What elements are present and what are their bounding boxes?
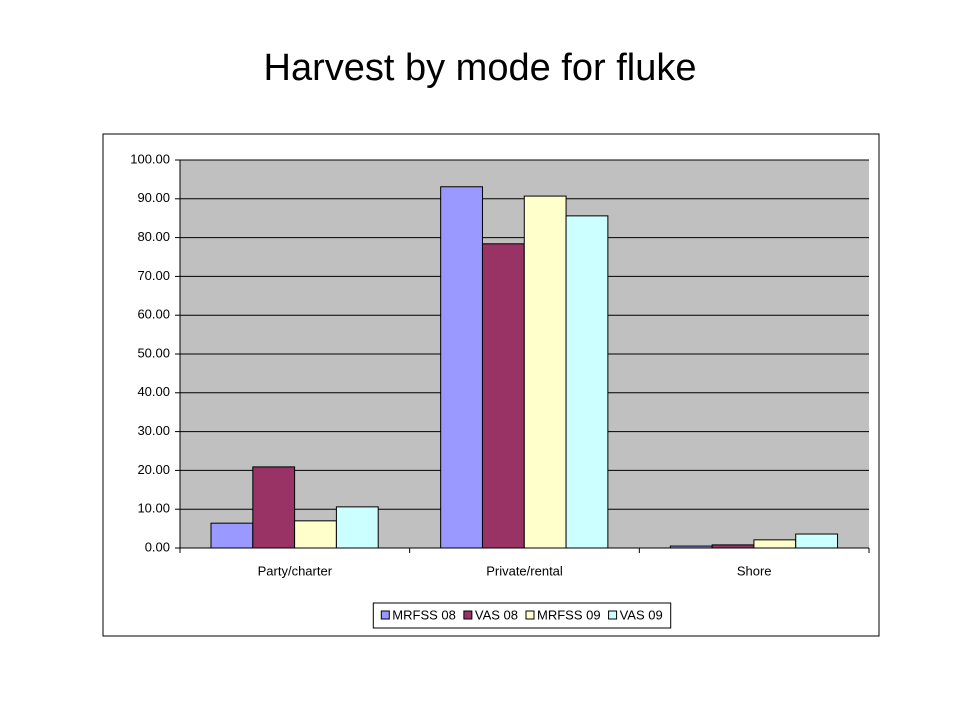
bar — [753, 539, 797, 549]
y-tick-label: 40.00 — [137, 384, 170, 399]
y-tick-label: 30.00 — [137, 423, 170, 438]
bar — [252, 466, 296, 549]
legend-swatch — [463, 610, 473, 620]
y-tick-label: 70.00 — [137, 268, 170, 283]
legend-label: VAS 09 — [620, 607, 663, 622]
legend-swatch — [380, 610, 390, 620]
y-tick-label: 90.00 — [137, 190, 170, 205]
legend-label: MRFSS 09 — [537, 607, 601, 622]
y-tick-label: 50.00 — [137, 345, 170, 360]
x-tick-label: Party/charter — [258, 563, 333, 578]
x-tick-label: Private/rental — [486, 563, 563, 578]
legend-label: VAS 08 — [475, 607, 518, 622]
bar — [795, 533, 839, 549]
bar — [565, 215, 609, 549]
y-tick-label: 80.00 — [137, 229, 170, 244]
bar — [210, 522, 254, 549]
y-tick-label: 100.00 — [130, 151, 170, 166]
bar — [523, 195, 567, 549]
x-tick-label: Shore — [737, 563, 772, 578]
bar — [440, 186, 483, 549]
legend-box — [372, 602, 672, 629]
legend-label: MRFSS 08 — [392, 607, 456, 622]
bar — [711, 544, 755, 549]
chart-title: Harvest by mode for fluke — [264, 47, 697, 89]
bar — [669, 545, 713, 549]
bar — [294, 520, 337, 549]
bar — [481, 243, 525, 549]
legend-swatch — [525, 610, 535, 620]
y-tick-label: 60.00 — [137, 307, 170, 322]
y-tick-label: 10.00 — [137, 501, 170, 516]
legend-swatch — [608, 610, 618, 620]
y-tick-label: 0.00 — [145, 539, 170, 554]
bar — [335, 506, 379, 549]
y-tick-label: 20.00 — [137, 462, 170, 477]
